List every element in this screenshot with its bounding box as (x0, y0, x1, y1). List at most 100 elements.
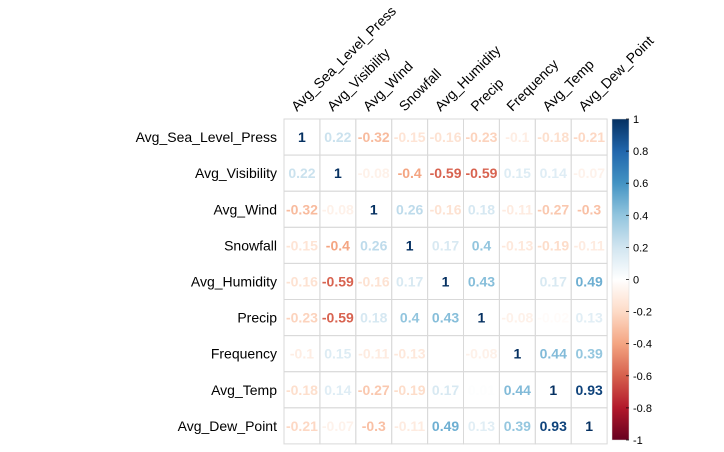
cell-value: -0.19 (537, 237, 569, 253)
cell-value: -0.32 (286, 201, 318, 217)
colorbar-tick-label: 0.8 (633, 146, 648, 158)
cell-value: -0.16 (430, 201, 462, 217)
cell-value: -0.4 (326, 237, 350, 253)
row-label: Avg_Humidity (191, 273, 277, 289)
row-label: Avg_Temp (211, 382, 277, 398)
cell-value: -0.18 (537, 129, 569, 145)
cell-value: -0.13 (394, 346, 426, 362)
cell-value: -0.21 (573, 129, 605, 145)
cell-value: 0.49 (432, 418, 459, 434)
cell-value: -0.1 (290, 346, 314, 362)
cell-value: -0.08 (358, 165, 390, 181)
colorbar-tick-label: 0.6 (633, 178, 648, 190)
cell-value: -0.16 (430, 129, 462, 145)
cell-value: -0.02 (537, 310, 569, 326)
cell-value: 0.93 (576, 382, 603, 398)
cell-value: 0.15 (504, 165, 531, 181)
cell-value: -0.59 (322, 310, 354, 326)
colorbar-tick-label: -1 (633, 435, 643, 447)
cell-value: -0.08 (322, 201, 354, 217)
cell-value: 1 (513, 346, 521, 362)
cell-value: 0.13 (576, 310, 603, 326)
colorbar-tick-label: 0 (633, 275, 639, 287)
cell-value: -0.19 (394, 382, 426, 398)
cell-value: 1 (406, 237, 414, 253)
cell-value: 0.15 (324, 346, 351, 362)
cell-value: -0.59 (465, 165, 497, 181)
row-label: Avg_Sea_Level_Press (136, 129, 277, 145)
cell-value: 0.22 (288, 165, 315, 181)
colorbar-tick-label: 1 (633, 114, 639, 126)
cell-value: 0.17 (432, 237, 459, 253)
grid-cell (570, 407, 608, 445)
cell-value: -0.27 (537, 201, 569, 217)
cell-value: -0.11 (574, 237, 605, 253)
cell-value: -0.08 (465, 346, 497, 362)
cell-value: 0.44 (540, 346, 567, 362)
cell-value: -0.59 (430, 165, 462, 181)
cell-value: -0.23 (286, 310, 318, 326)
cell-value: -0.1 (505, 129, 529, 145)
grid-cells (283, 118, 608, 445)
cell-value: -0.13 (501, 237, 533, 253)
cell-value: 1 (370, 201, 378, 217)
cell-value: -0.16 (358, 273, 390, 289)
cell-value: 0.44 (504, 382, 531, 398)
row-label: Avg_Dew_Point (178, 418, 277, 434)
cell-value: 1 (585, 418, 593, 434)
row-label: Frequency (211, 346, 277, 362)
cell-value: -0.21 (286, 418, 318, 434)
cell-value: -0.15 (394, 129, 426, 145)
cell-value: 1 (549, 382, 557, 398)
cell-values: 1 0.22 -0.32 -0.15 -0.16 -0.23 -0.1 -0.18 -0.210… (286, 129, 605, 434)
cell-value: 0.18 (468, 201, 495, 217)
row-label: Avg_Wind (213, 201, 277, 217)
colorbar-tick-label: 0.4 (633, 210, 648, 222)
cell-value: 1 (298, 129, 306, 145)
row-label: Snowfall (224, 237, 277, 253)
cell-value: -0.23 (465, 129, 497, 145)
cell-value: -0.3 (577, 201, 601, 217)
cell-value: -0.11 (394, 418, 425, 434)
cell-value: -0.59 (322, 273, 354, 289)
row-label: Avg_Visibility (195, 165, 277, 181)
cell-value: -0.27 (358, 382, 390, 398)
cell-value: 0.17 (432, 382, 459, 398)
cell-value: 0.01 (468, 382, 495, 398)
row-label: Precip (237, 310, 277, 326)
cell-value: 0.13 (468, 418, 495, 434)
cell-value: -0.07 (322, 418, 354, 434)
colorbar-tick-label: -0.4 (633, 339, 652, 351)
cell-value: -0.08 (501, 310, 533, 326)
cell-value: -0.16 (286, 273, 318, 289)
cell-value: 0.14 (540, 165, 567, 181)
cell-value: -0.11 (502, 201, 533, 217)
grid-cell (427, 335, 465, 373)
colorbar: 1 0.8 0.6 0.4 0.2 0 -0.2 -0.4 -0.6 -0.8 -1 (611, 114, 652, 447)
cell-value: 0.18 (360, 310, 387, 326)
colorbar-tick-label: -0.6 (633, 371, 652, 383)
cell-value: 0.39 (576, 346, 603, 362)
cell-value: 1 (442, 273, 450, 289)
cell-value: -0.3 (362, 418, 386, 434)
cell-value: 1 (478, 310, 486, 326)
cell-value: -0.32 (358, 129, 390, 145)
colorbar-tick-label: -0.2 (633, 307, 652, 319)
cell-value: 0.26 (396, 201, 423, 217)
cell-value: 0.43 (432, 310, 459, 326)
cell-value: -0.07 (573, 165, 605, 181)
cell-value: 0.43 (468, 273, 495, 289)
cell-value: 0.14 (324, 382, 351, 398)
cell-value: -0.11 (358, 346, 389, 362)
grid-cell (498, 262, 536, 300)
cell-value: 0.17 (396, 273, 423, 289)
column-labels: Avg_Sea_Level_PressAvg_VisibilityAvg_Win… (288, 3, 657, 114)
cell-value: 0.4 (400, 310, 420, 326)
cell-value: 0.26 (360, 237, 387, 253)
cell-value: 0.4 (472, 237, 492, 253)
colorbar-tick-label: 0.2 (633, 242, 648, 254)
cell-value: 0.49 (576, 273, 603, 289)
cell-value: 0.39 (504, 418, 531, 434)
cell-value: -0.18 (286, 382, 318, 398)
